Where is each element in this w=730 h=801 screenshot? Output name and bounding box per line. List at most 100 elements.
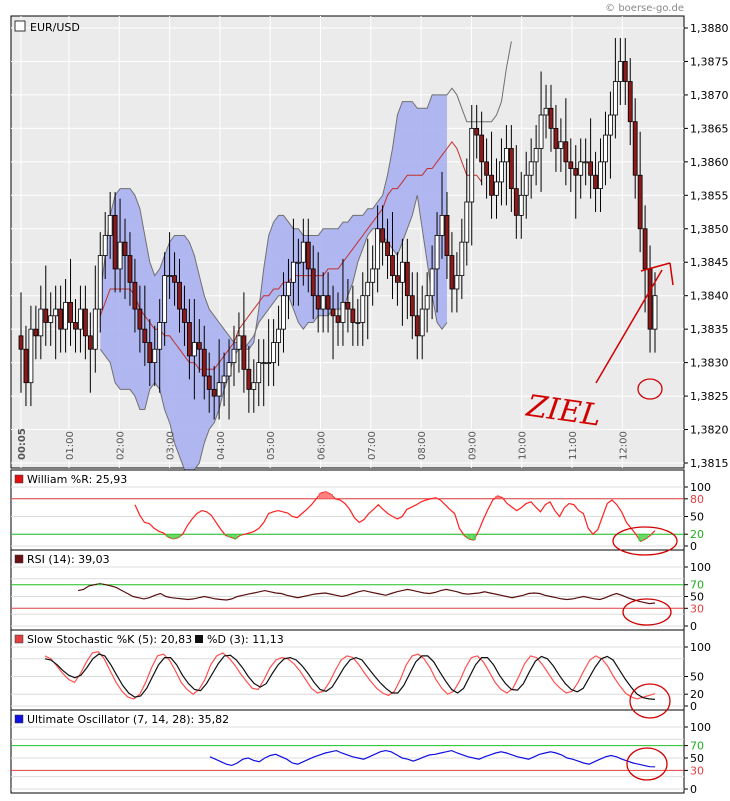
candle-body <box>464 201 470 243</box>
candle-body <box>355 322 361 324</box>
candle-body <box>172 275 177 283</box>
candle-body <box>315 295 321 310</box>
candle-body <box>122 241 128 256</box>
price-y-tick-label: 1,3825 <box>690 390 729 403</box>
bollinger-middle-line <box>99 140 483 370</box>
candle-body <box>127 255 133 283</box>
candle-body <box>78 308 83 330</box>
candle-body <box>281 295 286 330</box>
time-tick-label: 03:00 <box>166 431 177 460</box>
williams-legend-swatch <box>14 474 24 484</box>
candle-body <box>375 228 381 270</box>
time-tick-label: 04:00 <box>216 431 227 460</box>
williams-zone-fill <box>461 534 467 536</box>
price-panel: 1,3880 1,3875 1,3870 1,3865 1,3860 1,3855 1,38… <box>10 15 729 478</box>
stoch-y-tick-label: 100 <box>690 641 711 654</box>
williams-zone-fill <box>638 534 644 542</box>
candle-body <box>236 335 242 350</box>
stoch-panel-title: Slow Stochastic %K (5): 20,83 <box>27 633 192 646</box>
rsi-y-tick-label: 70 <box>690 579 704 592</box>
time-tick-label: 12:00 <box>618 431 629 460</box>
candle-body <box>588 161 594 176</box>
rsi-panel-title: RSI (14): 39,03 <box>27 553 110 566</box>
candle-body <box>469 127 475 203</box>
rsi-series-line <box>77 582 656 605</box>
annotation-arrow-line <box>595 269 663 384</box>
copyright-text: © boerse-go.de <box>605 3 684 14</box>
price-y-tick-label: 1,3850 <box>690 223 729 236</box>
williams-zone-fill <box>175 534 181 538</box>
candle-body <box>295 261 301 264</box>
price-y-tick-label: 1,3820 <box>690 424 729 437</box>
candle-body <box>499 161 504 183</box>
williams-panel-bg <box>10 469 685 551</box>
candle-body <box>424 295 430 310</box>
candle-body <box>439 214 445 236</box>
williams-zone-fill <box>328 494 333 499</box>
candle-body <box>147 342 153 364</box>
williams-zone-fill <box>232 534 238 539</box>
rsi-circle <box>622 598 672 626</box>
candle-body <box>58 308 64 330</box>
candle-body <box>444 214 450 256</box>
candle-body <box>276 328 281 343</box>
candle-body <box>28 328 34 384</box>
price-y-tick-label: 1,3845 <box>690 256 729 269</box>
legend-swatch <box>14 20 26 32</box>
williams-y-tick-label: 50 <box>690 511 704 524</box>
candle-body <box>187 322 192 357</box>
candle-body <box>196 342 202 350</box>
uo-circle <box>626 747 668 781</box>
candle-body <box>38 308 44 337</box>
candle-body <box>211 388 217 397</box>
williams-zone-fill <box>237 534 243 536</box>
time-tick-label: 01:00 <box>65 431 76 460</box>
candle-body <box>231 348 237 364</box>
candle-body <box>107 214 113 236</box>
williams-y-tick-label: 80 <box>690 493 704 506</box>
price-y-tick-label: 1,3865 <box>690 122 729 135</box>
stoch-y-tick-label: 50 <box>690 671 704 684</box>
candle-body <box>201 348 207 377</box>
candle-body <box>513 188 519 216</box>
stoch-legend-swatch <box>14 634 24 644</box>
candle-body <box>177 281 182 310</box>
candle-body <box>221 375 227 384</box>
time-tick-label: 06:00 <box>317 431 328 460</box>
candle-body <box>370 268 376 283</box>
rsi-y-tick-label: 30 <box>690 602 704 615</box>
candle-body <box>548 107 554 129</box>
price-y-tick-label: 1,3840 <box>690 290 729 303</box>
candle-body <box>182 308 187 323</box>
rsi-y-tick-label: 100 <box>690 561 711 574</box>
candle-body <box>310 268 316 297</box>
candle-body <box>320 295 326 310</box>
candle-body <box>434 235 440 270</box>
williams-y-tick-label: 100 <box>690 481 711 494</box>
candle-body <box>598 161 603 190</box>
candle-body <box>53 308 59 317</box>
candle-body <box>404 261 410 297</box>
stoch-panel-bg <box>10 629 685 711</box>
time-tick-label: 07:00 <box>367 431 378 460</box>
rsi-zone-fill <box>97 583 103 585</box>
price-y-tick-label: 1,3870 <box>690 89 729 102</box>
williams-zone-fill <box>166 534 171 538</box>
candle-body <box>573 168 579 176</box>
candle-body <box>593 174 598 190</box>
candle-body <box>305 241 311 270</box>
candle-body <box>97 255 103 310</box>
price-y-axis: 1,3880 1,3875 1,3870 1,3865 1,3860 1,3855 1,38… <box>684 22 729 470</box>
candle-body <box>345 301 351 310</box>
candle-body <box>291 261 296 283</box>
candle-body <box>102 235 108 256</box>
candle-body <box>340 301 346 323</box>
uo-panel-title: Ultimate Oscillator (7, 14, 28): 35,82 <box>27 713 229 726</box>
candle-body <box>484 161 489 176</box>
candle-body <box>627 81 633 123</box>
uo-y-tick-label: 0 <box>690 783 697 796</box>
candle-body <box>553 127 559 149</box>
